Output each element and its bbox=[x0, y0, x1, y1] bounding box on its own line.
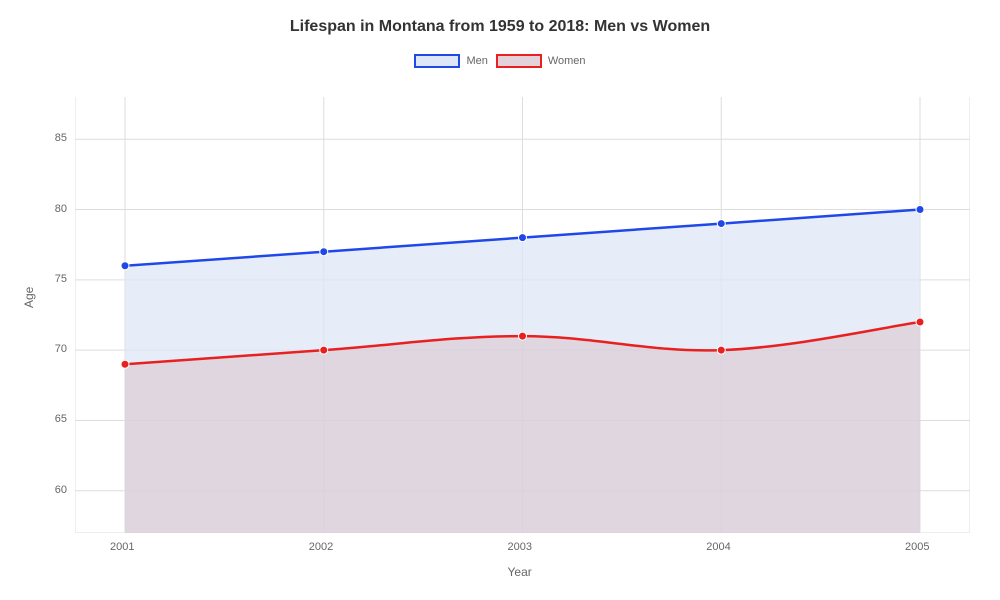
x-axis-label: Year bbox=[508, 565, 532, 579]
y-tick: 85 bbox=[55, 132, 67, 144]
plot-area bbox=[75, 97, 970, 533]
legend-item-men: Men bbox=[414, 54, 487, 68]
x-tick: 2004 bbox=[706, 541, 730, 553]
y-axis-label: Age bbox=[22, 287, 36, 308]
legend-item-women: Women bbox=[496, 54, 586, 68]
x-tick: 2005 bbox=[905, 541, 929, 553]
y-tick: 60 bbox=[55, 484, 67, 496]
y-tick: 80 bbox=[55, 203, 67, 215]
x-tick: 2003 bbox=[508, 541, 532, 553]
legend: Men Women bbox=[0, 54, 1000, 68]
x-tick: 2001 bbox=[110, 541, 134, 553]
chart-container: Lifespan in Montana from 1959 to 2018: M… bbox=[0, 0, 1000, 600]
legend-swatch-men bbox=[414, 54, 460, 68]
legend-label-men: Men bbox=[466, 55, 487, 67]
y-tick: 70 bbox=[55, 343, 67, 355]
y-tick: 75 bbox=[55, 273, 67, 285]
legend-label-women: Women bbox=[548, 55, 586, 67]
y-tick: 65 bbox=[55, 413, 67, 425]
legend-swatch-women bbox=[496, 54, 542, 68]
x-tick: 2002 bbox=[309, 541, 333, 553]
chart-title: Lifespan in Montana from 1959 to 2018: M… bbox=[0, 0, 1000, 36]
